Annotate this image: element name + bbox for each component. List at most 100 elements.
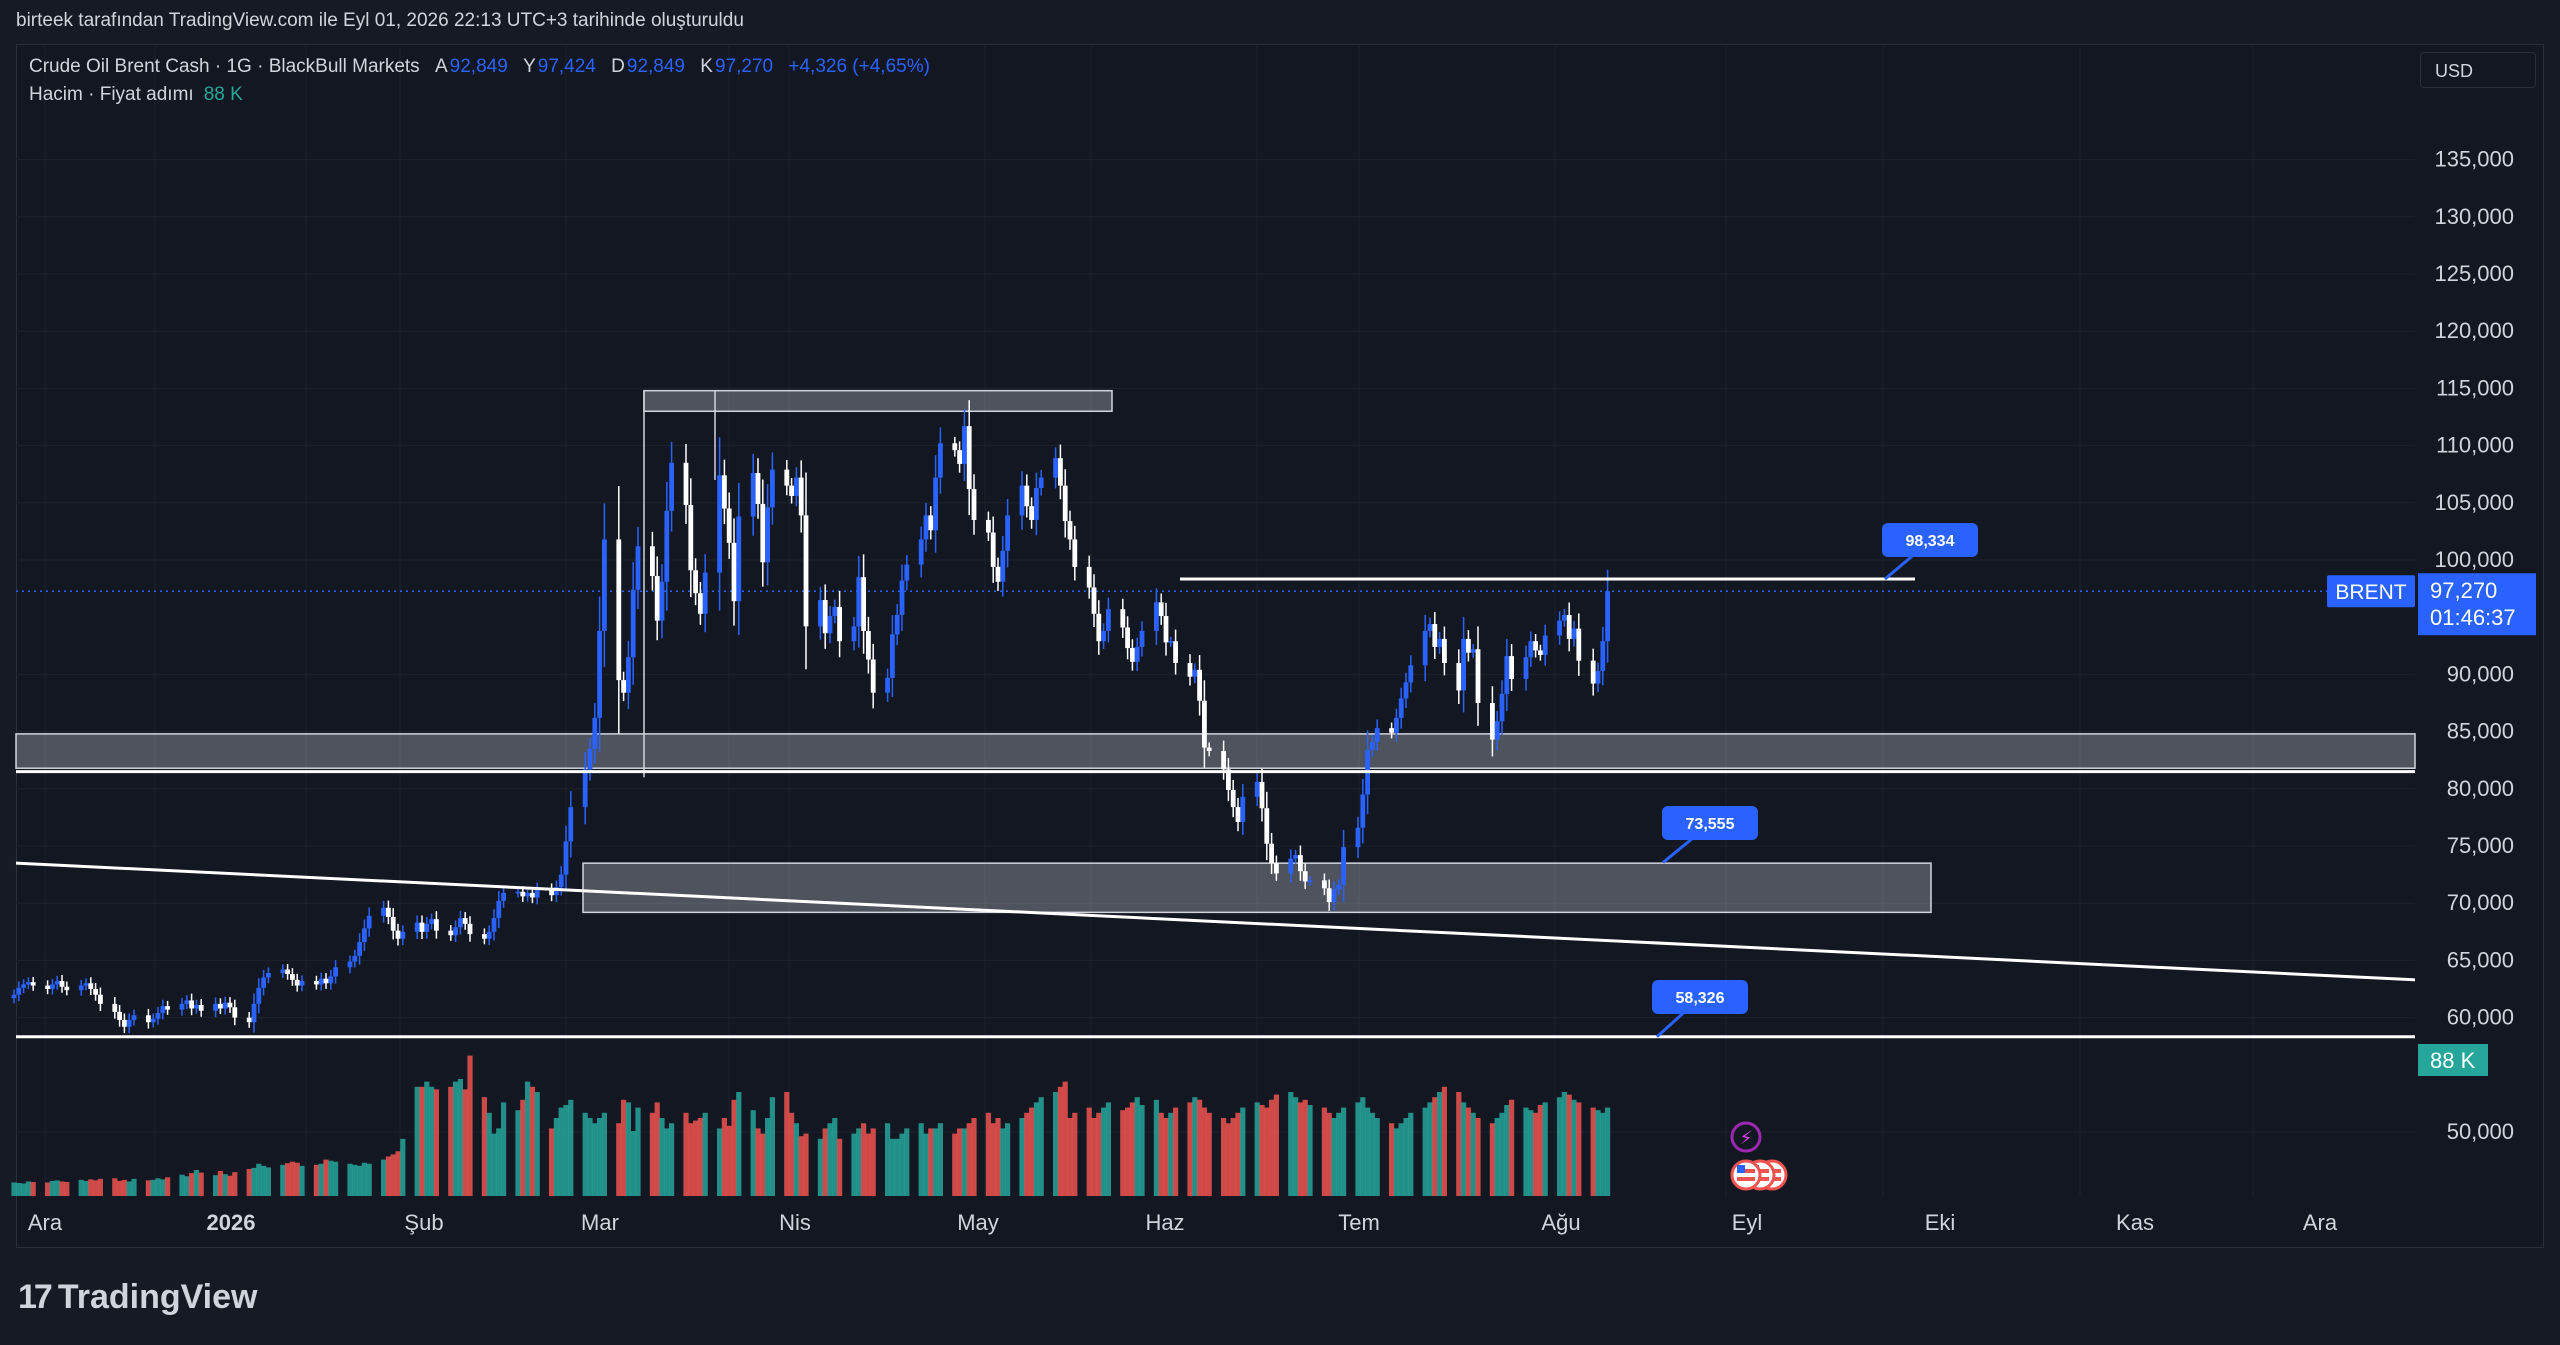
volume-bar [769, 1097, 775, 1196]
currency-button[interactable]: USD [2420, 52, 2536, 88]
candle-body [1293, 855, 1298, 859]
volume-bar [285, 1163, 291, 1196]
candle-body [1456, 662, 1462, 691]
price-tick-label: 130,000 [2434, 204, 2514, 229]
volume-bar [1590, 1107, 1596, 1196]
candle-body [1254, 781, 1260, 797]
candle-body [1566, 614, 1572, 639]
candle-body [827, 616, 833, 634]
volume-title[interactable]: Hacim · Fiyat adımı [29, 84, 194, 105]
candle-body [870, 659, 876, 693]
candle-body [1053, 458, 1058, 478]
candle-body [496, 900, 502, 919]
price-tick-label: 80,000 [2447, 776, 2514, 801]
candle-body [189, 1000, 194, 1009]
candle-body [352, 955, 358, 962]
volume-bar [232, 1172, 238, 1196]
symbol-title[interactable]: Crude Oil Brent Cash · 1G · BlackBull Ma… [29, 56, 420, 77]
volume-bar [549, 1128, 555, 1196]
volume-bar [323, 1159, 329, 1196]
candle-body [1394, 717, 1399, 733]
candle-body [995, 566, 1001, 582]
candle-body [1504, 656, 1510, 694]
candlesticks [11, 400, 1610, 1034]
volume-bar [227, 1175, 233, 1196]
volume-bar [1331, 1118, 1337, 1196]
candle-body [333, 967, 338, 977]
price-tick-label: 50,000 [2447, 1119, 2514, 1144]
candle-body [1226, 769, 1231, 790]
volume-legend: Hacim · Fiyat adımı 88 K [29, 84, 243, 106]
volume-bar [1254, 1102, 1260, 1196]
candle-body [1336, 884, 1342, 890]
volume-bar [1605, 1107, 1611, 1196]
candle-body [1326, 888, 1332, 903]
volume-bar [889, 1138, 895, 1196]
volume-bar [121, 1179, 127, 1196]
volume-bar [21, 1183, 27, 1196]
volume-bar [1432, 1097, 1438, 1196]
volume-bar [971, 1118, 977, 1196]
volume-bar [1134, 1097, 1140, 1196]
candle-body [582, 769, 588, 808]
lightning-icon-glyph: ⚡ [1740, 1128, 1753, 1149]
candle-body [525, 892, 530, 897]
volume-bar [1297, 1102, 1303, 1196]
candle-body [803, 515, 809, 627]
candle-body [597, 630, 602, 718]
lightning-icon [1730, 1121, 1762, 1153]
tradingview-logo[interactable]: 17 TradingView [18, 1278, 257, 1317]
callout-label: 73,555 [1686, 816, 1735, 833]
volume-bar [697, 1118, 703, 1196]
callout-box [1652, 980, 1748, 1014]
chart-panel[interactable] [16, 44, 2544, 1248]
volume-bar [49, 1180, 55, 1196]
candle-body [1298, 855, 1303, 872]
price-chart[interactable]: 98,334 73,555 58,326 135,000 130,000 125,000… [0, 0, 2560, 1248]
candle-body [1197, 669, 1202, 701]
event-badges[interactable]: ⚡ [1730, 1121, 1788, 1191]
candle-body [1389, 728, 1394, 733]
volume-bar [145, 1180, 151, 1196]
volume-bar [1494, 1118, 1500, 1196]
candle-body [434, 919, 439, 931]
candle-body [928, 515, 934, 531]
candle-body [1590, 660, 1596, 684]
volume-bar [1105, 1102, 1111, 1196]
candle-body [818, 600, 823, 627]
volume-bar [481, 1097, 487, 1196]
candle-body [654, 576, 660, 621]
callout-label: 58,326 [1676, 990, 1725, 1007]
time-axis[interactable]: Ara 2026 Şub Mar Nis May Haz Tem Ağu Eyl Eki Kas Ara [28, 1210, 2338, 1235]
candle-body [722, 475, 727, 509]
candle-body [251, 1003, 257, 1023]
volume-bar [294, 1162, 300, 1196]
volume-bar [563, 1105, 569, 1196]
candle-body [750, 473, 756, 517]
volume-bar [333, 1161, 339, 1196]
flag-icon [1730, 1159, 1762, 1191]
candle-body [386, 907, 391, 917]
volume-bar [750, 1110, 756, 1196]
volume-bar [88, 1179, 94, 1196]
candle-body [155, 1013, 161, 1019]
candle-body [328, 976, 334, 984]
candle-body [1533, 641, 1538, 651]
price-axis[interactable]: 135,000 130,000 125,000 120,000 115,000 110,0… [2327, 147, 2536, 1144]
volume-bar [755, 1128, 761, 1196]
drawn-lines[interactable] [15, 577, 2416, 1039]
zone-rectangles[interactable] [15, 389, 2416, 914]
candle-body [1442, 638, 1447, 663]
volume-bar [366, 1163, 372, 1196]
candle-body [98, 994, 103, 1004]
candle-body [1120, 609, 1126, 628]
candle-body [50, 984, 55, 989]
candle-body [347, 961, 353, 968]
volume-bar [1523, 1107, 1529, 1196]
candle-body [150, 1018, 156, 1023]
time-tick-label: Eyl [1732, 1210, 1763, 1235]
volume-bar [1240, 1107, 1246, 1196]
price-callouts[interactable]: 98,334 73,555 58,326 [1652, 523, 1978, 1038]
volume-bar [1499, 1112, 1505, 1196]
volume-bar [534, 1092, 540, 1196]
